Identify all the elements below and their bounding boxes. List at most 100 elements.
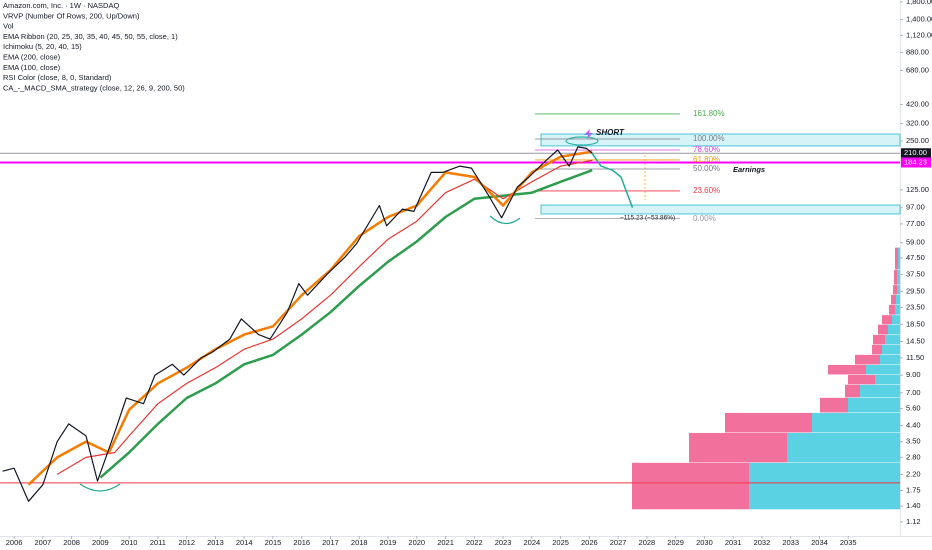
indicator-label: CA_-_MACD_SMA_strategy (close, 12, 26, 9… [3, 83, 185, 92]
annotation-arc [79, 483, 121, 492]
y-tick-label: 2.80 [906, 452, 921, 461]
price-axis: 1,800.00 1,400.00 1,120.00 880.00 680.00 420.… [900, 0, 932, 526]
price-label: 184.23 [904, 157, 927, 166]
vrvp-down [894, 270, 897, 285]
y-tick-label: 14.50 [906, 337, 925, 346]
fib-label: 61.80% [693, 155, 720, 164]
vrvp-down [878, 324, 888, 335]
indicator-label: Ichimoku (5, 20, 40, 15) [3, 42, 82, 51]
vrvp-up [888, 324, 900, 335]
y-tick-label: 880.00 [906, 47, 929, 56]
x-tick-label: 2035 [840, 538, 857, 547]
x-tick-label: 2031 [725, 538, 742, 547]
x-tick-label: 2028 [639, 538, 656, 547]
series-line [591, 152, 634, 208]
indicator-label: Vol [3, 22, 14, 31]
vrvp-down [893, 285, 897, 295]
y-tick-label: 77.00 [906, 219, 925, 228]
x-tick-label: 2021 [437, 538, 454, 547]
series-line [99, 169, 593, 479]
indicator-label: EMA (100, close) [3, 63, 61, 72]
vrvp-down [882, 315, 892, 325]
vrvp-up [860, 384, 900, 398]
vrvp-up [895, 304, 900, 315]
y-tick-label: 125.00 [906, 185, 929, 194]
vrvp-up [898, 247, 900, 270]
x-tick-label: 2019 [380, 538, 397, 547]
vrvp-down [845, 384, 860, 398]
x-tick-label: 2022 [466, 538, 483, 547]
fib-label: 100.00% [693, 134, 725, 143]
x-tick-label: 2015 [265, 538, 282, 547]
fib-label: 23.60% [693, 186, 720, 195]
vrvp-up [885, 335, 900, 345]
x-tick-label: 2029 [667, 538, 684, 547]
y-tick-label: 2.20 [906, 469, 921, 478]
vrvp-down [855, 354, 880, 365]
annotation: −115.23 (−53.86%) [620, 215, 675, 222]
vrvp-up [882, 345, 900, 355]
y-tick-label: 7.00 [906, 388, 921, 397]
y-tick-label: 5.60 [906, 404, 921, 413]
x-tick-label: 2020 [408, 538, 425, 547]
vrvp-down [895, 247, 898, 270]
vrvp-up [787, 432, 900, 463]
annotation-arc [489, 215, 521, 225]
fib-label: 50.00% [693, 164, 720, 173]
y-tick-label: 680.00 [906, 65, 929, 74]
y-tick-label: 320.00 [906, 119, 929, 128]
vrvp-down [828, 364, 866, 375]
x-tick-label: 2034 [811, 538, 828, 547]
x-tick-label: 2027 [610, 538, 627, 547]
x-tick-label: 2016 [293, 538, 310, 547]
fib-label: 0.00% [693, 214, 716, 223]
vrvp-up [897, 270, 900, 285]
vrvp-down [848, 374, 875, 385]
zone [540, 133, 901, 147]
vrvp-up [896, 294, 900, 305]
x-tick-label: 2009 [92, 538, 109, 547]
vrvp-up [848, 397, 900, 413]
x-tick-label: 2033 [782, 538, 799, 547]
x-tick-label: 2030 [696, 538, 713, 547]
y-tick-label: 420.00 [906, 99, 929, 108]
y-tick-label: 1,800.00 [906, 0, 932, 6]
y-tick-label: 23.50 [906, 303, 925, 312]
indicator-label: EMA (200, close) [3, 52, 61, 61]
y-tick-label: 1,400.00 [906, 15, 932, 24]
y-tick-label: 1.75 [906, 485, 921, 494]
y-tick-label: 9.00 [906, 370, 921, 379]
y-tick-label: 250.00 [906, 136, 929, 145]
x-tick-label: 2018 [351, 538, 368, 547]
indicator-label: EMA Ribbon (20, 25, 30, 35, 40, 45, 50, … [3, 32, 178, 41]
vrvp-up [897, 285, 900, 295]
y-tick-label: 4.40 [906, 421, 921, 430]
annotation-ellipse [565, 136, 599, 146]
fib-label: 78.60% [693, 145, 720, 154]
vrvp-down [872, 345, 882, 355]
y-tick-label: 1.40 [906, 501, 921, 510]
vrvp-up [875, 374, 900, 385]
y-tick-label: 47.50 [906, 253, 925, 262]
y-tick-label: 3.50 [906, 437, 921, 446]
x-tick-label: 2026 [581, 538, 598, 547]
x-tick-label: 2032 [754, 538, 771, 547]
x-tick-label: 2007 [35, 538, 52, 547]
chart-title: Amazon.com, Inc. · 1W · NASDAQ [3, 1, 119, 10]
indicator-label: VRVP (Number Of Rows, 200, Up/Down) [3, 11, 140, 20]
y-tick-label: 1,120.00 [906, 30, 932, 39]
x-tick-label: 2010 [121, 538, 138, 547]
x-tick-label: 2017 [322, 538, 339, 547]
annotation: SHORT [596, 128, 625, 137]
vrvp-up [812, 412, 900, 433]
vrvp-down [820, 397, 848, 413]
y-tick-label: 18.50 [906, 319, 925, 328]
zone [540, 204, 901, 215]
y-tick-label: 97.00 [906, 203, 925, 212]
y-tick-label: 1.12 [906, 517, 921, 526]
indicator-label: RSI Color (close, 8, 0, Standard) [3, 73, 112, 82]
x-tick-label: 2023 [495, 538, 512, 547]
x-tick-label: 2011 [150, 538, 166, 547]
vrvp-down [891, 294, 896, 305]
